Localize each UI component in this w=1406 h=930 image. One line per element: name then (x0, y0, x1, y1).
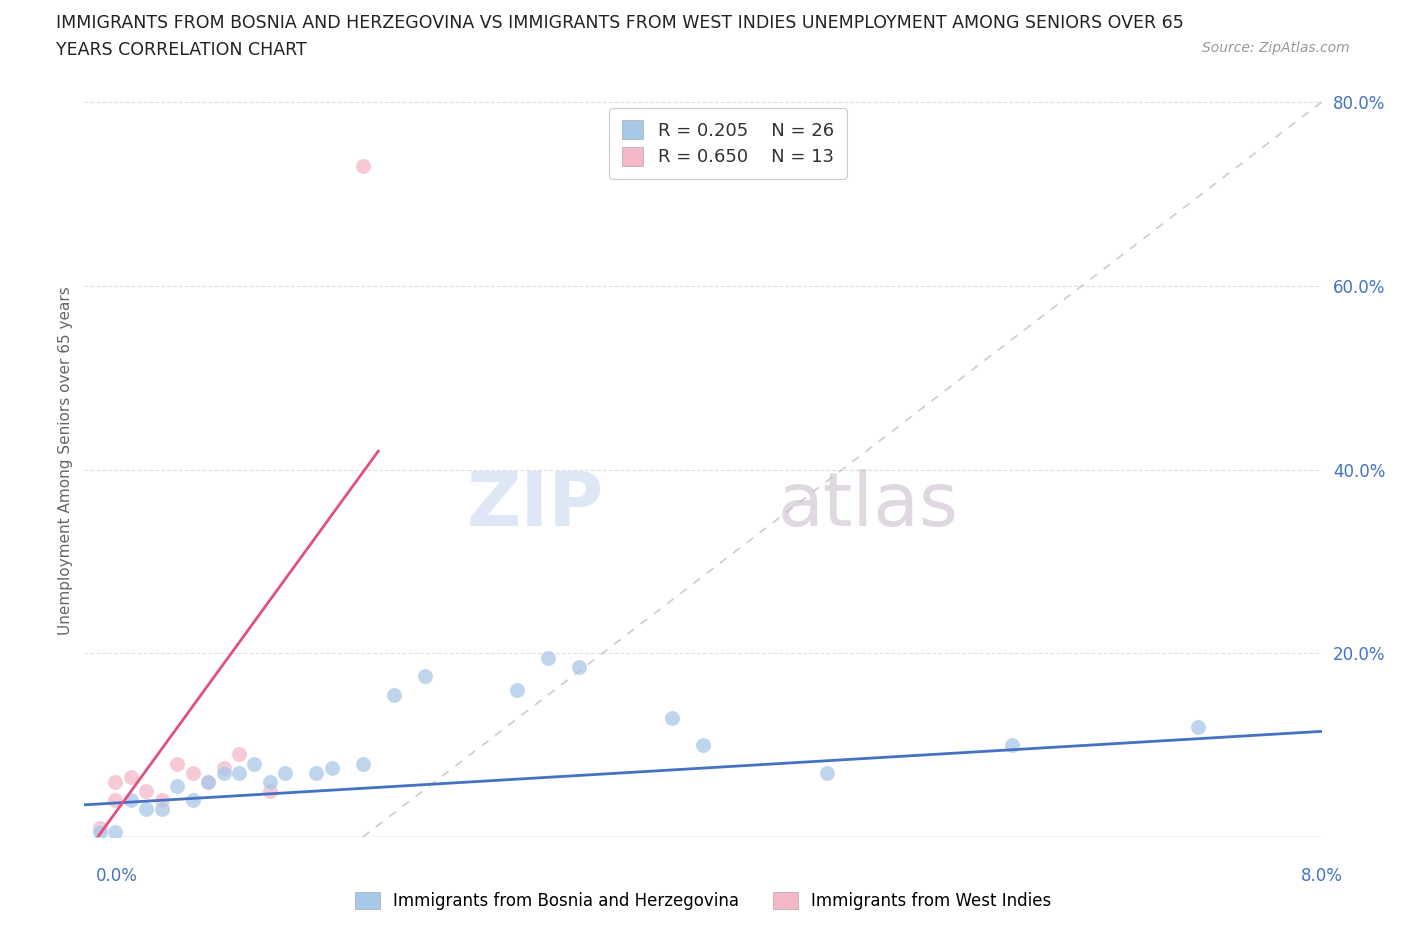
Text: ZIP: ZIP (467, 469, 605, 542)
Point (166, 756, 188, 771)
Text: IMMIGRANTS FROM BOSNIA AND HERZEGOVINA VS IMMIGRANTS FROM WEST INDIES UNEMPLOYME: IMMIGRANTS FROM BOSNIA AND HERZEGOVINA V… (56, 14, 1184, 32)
Point (120, 770, 142, 785)
Point (212, 765, 235, 780)
Point (568, 659, 591, 674)
Text: 8.0%: 8.0% (1301, 867, 1343, 884)
Point (537, 650, 560, 665)
Point (197, 775, 219, 790)
Point (352, 756, 374, 771)
Text: 0.0%: 0.0% (96, 867, 138, 884)
Point (181, 765, 204, 780)
Point (120, 792, 142, 807)
Point (259, 784, 281, 799)
Legend: R = 0.205    N = 26, R = 0.650    N = 13: R = 0.205 N = 26, R = 0.650 N = 13 (609, 108, 846, 179)
Point (166, 779, 188, 794)
Point (212, 761, 235, 776)
Point (352, 159, 374, 174)
Point (135, 802, 157, 817)
Point (1001, 737, 1024, 752)
Text: YEARS CORRELATION CHART: YEARS CORRELATION CHART (56, 41, 307, 59)
Y-axis label: Unemployment Among Seniors over 65 years: Unemployment Among Seniors over 65 years (58, 286, 73, 634)
Point (274, 765, 297, 780)
Point (815, 765, 838, 780)
Point (305, 765, 328, 780)
Text: atlas: atlas (778, 469, 959, 542)
Point (181, 792, 204, 807)
Point (150, 792, 173, 807)
Point (259, 775, 281, 790)
Point (89, 820, 111, 835)
Point (104, 775, 127, 790)
Point (413, 669, 436, 684)
Point (135, 784, 157, 799)
Point (104, 792, 127, 807)
Point (321, 761, 343, 776)
Legend: Immigrants from Bosnia and Herzegovina, Immigrants from West Indies: Immigrants from Bosnia and Herzegovina, … (349, 885, 1057, 917)
Point (89, 825, 111, 840)
Point (1187, 719, 1209, 734)
Point (104, 825, 127, 840)
Point (197, 775, 219, 790)
Point (661, 711, 683, 725)
Point (506, 683, 529, 698)
Point (243, 756, 266, 771)
Point (228, 765, 250, 780)
Point (382, 687, 405, 702)
Text: Source: ZipAtlas.com: Source: ZipAtlas.com (1202, 41, 1350, 55)
Point (150, 802, 173, 817)
Point (692, 737, 714, 752)
Point (228, 747, 250, 762)
